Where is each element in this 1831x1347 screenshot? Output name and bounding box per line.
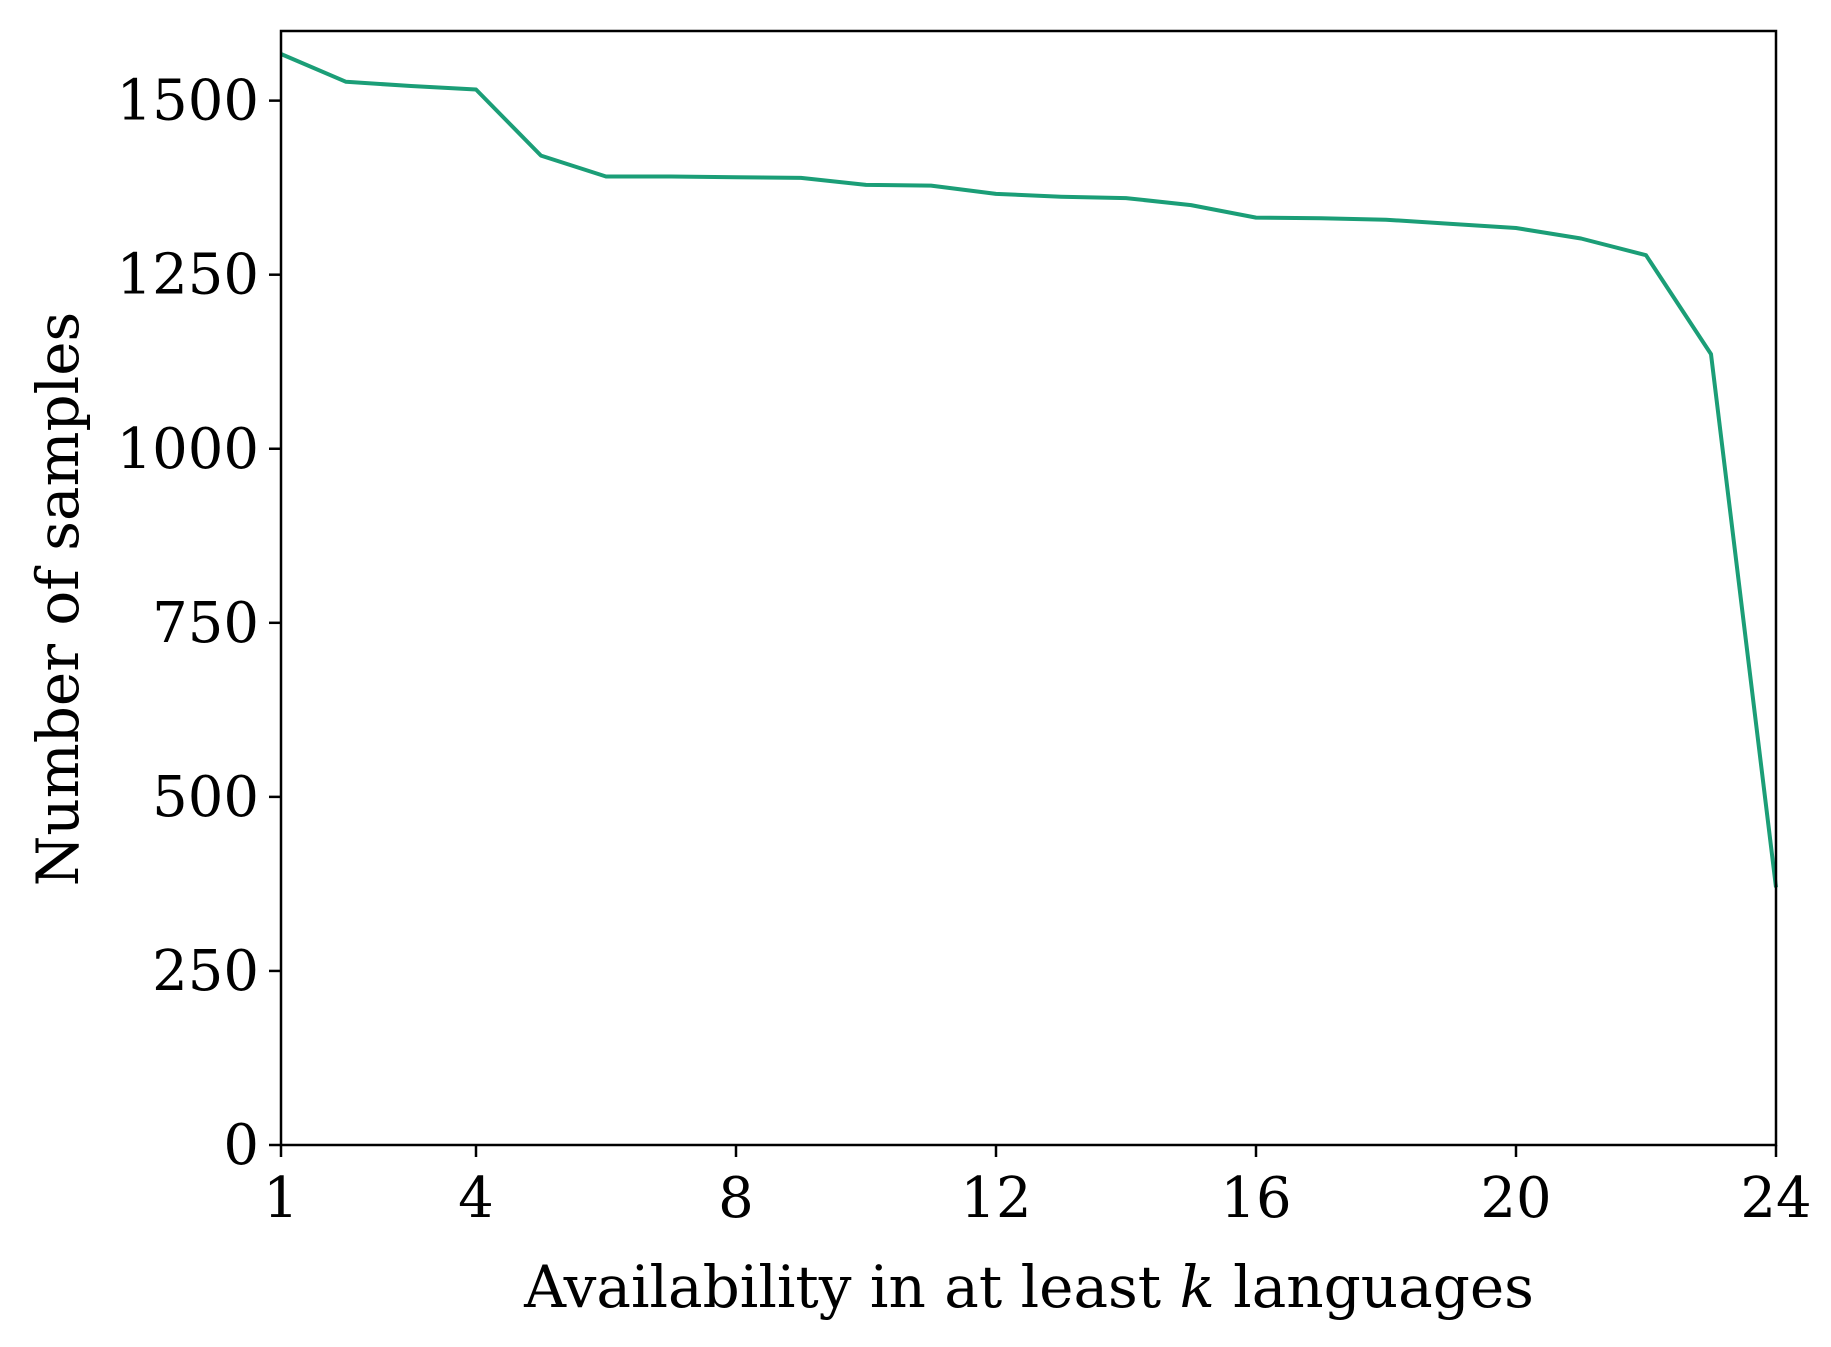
y-tick-label: 1500 bbox=[116, 69, 259, 134]
y-axis-label: Number of samples bbox=[24, 312, 92, 887]
x-axis-label: Availability in at least k languages bbox=[523, 1253, 1534, 1321]
tick-labels: 1 4 8 12 16 20 24 0 250 500 750 1000 1250 1500 bbox=[116, 69, 1811, 1231]
x-tick-label: 20 bbox=[1480, 1166, 1551, 1231]
y-tick-label: 0 bbox=[223, 1113, 259, 1178]
y-tick-label: 1000 bbox=[116, 417, 259, 482]
y-tick-label: 500 bbox=[152, 765, 259, 830]
x-tick-label: 24 bbox=[1740, 1166, 1811, 1231]
x-axis-label-suffix: languages bbox=[1215, 1253, 1534, 1321]
x-tick-label: 1 bbox=[263, 1166, 299, 1231]
series-line bbox=[280, 52, 1778, 888]
y-tick-label: 750 bbox=[152, 591, 259, 656]
tick-marks bbox=[269, 99, 1778, 1157]
x-tick-label: 16 bbox=[1220, 1166, 1291, 1231]
x-tick-label: 12 bbox=[960, 1166, 1031, 1231]
plot-frame bbox=[279, 29, 1778, 1147]
x-axis-label-variable: k bbox=[1180, 1253, 1215, 1321]
y-tick-label: 250 bbox=[152, 939, 259, 1004]
x-axis-label-prefix: Availability in at least bbox=[523, 1253, 1179, 1321]
x-tick-label: 8 bbox=[718, 1166, 754, 1231]
x-tick-label: 4 bbox=[458, 1166, 494, 1231]
series-layer bbox=[280, 52, 1778, 888]
y-tick-label: 1250 bbox=[116, 243, 259, 308]
